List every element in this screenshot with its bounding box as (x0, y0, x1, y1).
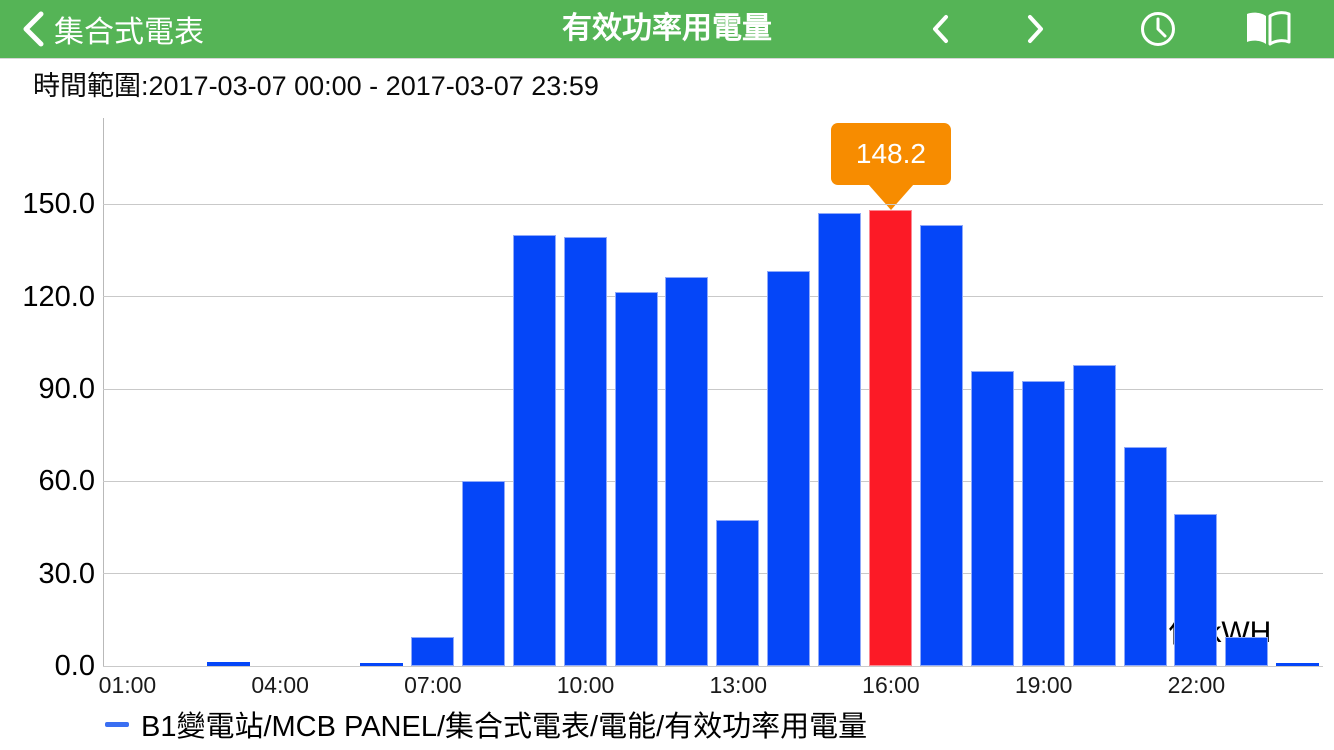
chevron-left-icon (933, 15, 948, 43)
x-axis-tick-label: 10:00 (556, 672, 615, 698)
y-axis-tick-label: 0.0 (54, 650, 95, 682)
clock-icon (1141, 12, 1175, 46)
bar-09:00[interactable] (512, 235, 556, 666)
y-axis-line (103, 118, 104, 666)
back-button-label: 集合式電表 (54, 16, 204, 49)
bar-15:00[interactable] (818, 212, 862, 666)
bar-16:00-selected[interactable] (869, 209, 912, 666)
y-axis-tick-label: 150.0 (22, 188, 95, 221)
chevron-right-icon (1028, 15, 1043, 43)
open-book-icon (1247, 11, 1291, 46)
bar-11:00[interactable] (614, 292, 658, 666)
gridline (103, 296, 1323, 298)
x-axis-tick-label: 04:00 (251, 672, 309, 698)
y-axis-tick-label: 60.0 (38, 465, 95, 498)
legend-item[interactable]: B1變電站/MCB PANEL/集合式電表/電能/有效功率用電量 (105, 703, 867, 745)
bar-08:00[interactable] (461, 481, 505, 666)
x-axis-tick-label: 16:00 (862, 672, 920, 698)
bar-03:00[interactable] (207, 662, 251, 666)
bar-23:00[interactable] (1225, 637, 1269, 666)
gridline (103, 665, 1323, 667)
bar-10:00[interactable] (563, 236, 607, 666)
bar-07:00[interactable] (410, 637, 454, 666)
gridline (103, 480, 1323, 482)
back-button[interactable]: 集合式電表 (22, 0, 204, 58)
legend-series-label: B1變電站/MCB PANEL/集合式電表/電能/有效功率用電量 (141, 711, 868, 743)
bar-13:00[interactable] (716, 519, 760, 666)
value-tooltip-arrow (867, 183, 914, 210)
bar-20:00[interactable] (1072, 365, 1116, 666)
page-title: 有效功率用電量 (562, 12, 772, 45)
x-axis-tick-label: 13:00 (709, 672, 768, 698)
previous-period-button[interactable] (916, 0, 964, 58)
x-axis-tick-label: 19:00 (1014, 672, 1073, 698)
gridline (103, 203, 1323, 205)
bar-24:00[interactable] (1276, 662, 1320, 666)
y-axis-tick-label: 90.0 (38, 373, 95, 405)
x-axis-tick-label: 22:00 (1167, 672, 1226, 698)
y-axis-tick-label: 120.0 (22, 280, 95, 313)
bar-06:00[interactable] (360, 663, 403, 666)
time-range-label: 時間範圍:2017-03-07 00:00 - 2017-03-07 23:59 (33, 71, 599, 101)
bar-18:00[interactable] (970, 370, 1014, 666)
time-picker-button[interactable] (1130, 0, 1186, 58)
bar-22:00[interactable] (1174, 513, 1218, 666)
report-button[interactable] (1240, 0, 1296, 58)
bar-21:00[interactable] (1123, 446, 1167, 666)
gridline (103, 573, 1323, 575)
bar-14:00[interactable] (767, 271, 811, 666)
next-period-button[interactable] (1012, 0, 1060, 58)
legend-marker-icon (105, 721, 129, 727)
x-axis-tick-label: 01:00 (98, 672, 157, 698)
navigation-bar: 集合式電表 有效功率用電量 (0, 0, 1334, 59)
back-chevron-icon (23, 11, 44, 47)
bar-19:00[interactable] (1021, 381, 1065, 666)
value-tooltip: 148.2 (830, 122, 951, 185)
y-axis-tick-label: 30.0 (38, 557, 95, 590)
bar-17:00[interactable] (919, 224, 963, 666)
gridline (103, 388, 1323, 390)
bar-12:00[interactable] (665, 276, 709, 666)
x-axis-tick-label: 07:00 (404, 672, 462, 698)
